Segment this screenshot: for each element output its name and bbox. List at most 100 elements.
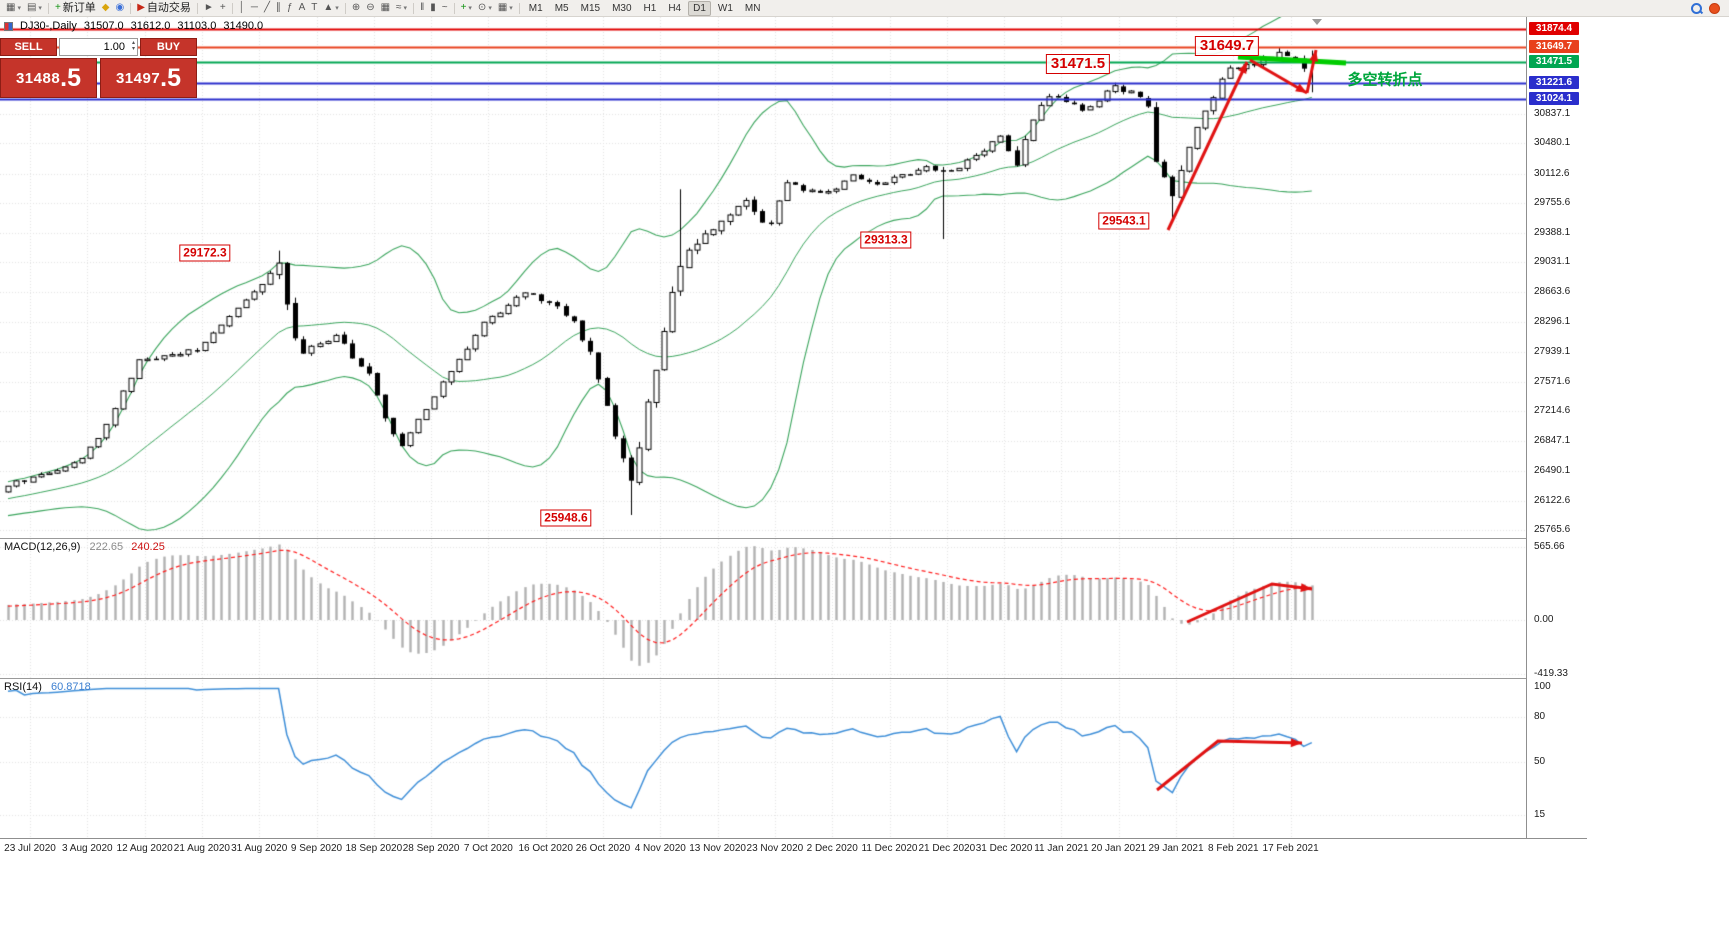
sell-button[interactable]: SELL [0,38,57,56]
date-axis-label: 26 Oct 2020 [575,843,631,854]
text-icon[interactable]: A [296,1,309,16]
date-axis-label: 2 Dec 2020 [806,843,858,854]
price-axis[interactable]: 30837.1 30480.1 30112.6 29755.6 29388.1 29031… [1526,17,1587,838]
price-chart[interactable] [0,17,1526,838]
new-chart-icon[interactable]: ▦ ▾ [3,1,24,16]
dropdown-arrow-icon: ▾ [335,4,339,12]
metaeditor-icon: ◆ [101,2,110,13]
tile-windows-icon[interactable]: ▦ [378,1,393,16]
rsi-name: RSI(14) [4,681,42,693]
buy-price[interactable]: 31497 .5 [100,58,197,98]
autotrading-button[interactable]: ▶ 自动交易 [134,1,194,16]
timeframe-h4[interactable]: H4 [668,2,682,14]
date-axis-label: 31 Dec 2020 [975,843,1033,854]
price-axis-label: 28663.6 [1534,286,1571,298]
toolbar-separator [231,2,233,14]
candlestick-chart-icon: ▮ [430,2,436,13]
vertical-line-icon[interactable]: │ [236,1,248,16]
sell-price-pips: .5 [60,63,82,92]
price-axis-label: 26847.1 [1534,435,1571,447]
spinner-up-icon[interactable]: ▴ [131,40,135,46]
zoom-out-icon[interactable]: ⊖ [363,1,377,16]
zoom-in-icon[interactable]: ⊕ [349,1,363,16]
date-axis-label: 11 Dec 2020 [861,843,918,854]
sell-price-main: 31488 [15,69,61,87]
horizontal-line-icon[interactable]: ─ [248,1,261,16]
rsi-value: 60.8718 [50,681,91,693]
spinner-down-icon[interactable]: ▾ [131,46,135,52]
add-template-icon[interactable]: + ▾ [458,1,475,16]
toolbar-separator [518,2,520,14]
timeframe-m5[interactable]: M5 [554,2,569,14]
timeframe-h1[interactable]: H1 [643,2,657,14]
bar-chart-icon[interactable]: ‖ [417,1,427,16]
period-icon[interactable]: ⊙ ▾ [475,1,495,16]
sell-price[interactable]: 31488 .5 [0,58,97,98]
annotation-label[interactable]: 29313.3 [860,231,912,249]
rsi-panel-separator[interactable] [0,678,1587,679]
line-chart-icon[interactable]: ~ [439,1,451,16]
arrows-tool-icon[interactable]: ▲ ▾ [320,1,341,16]
price-level-tag: 31471.5 [1529,55,1579,69]
macd-axis-label: 0.00 [1534,614,1554,625]
crosshair-icon[interactable]: + [217,1,229,16]
equidistant-channel-icon[interactable]: ∥ [273,1,284,16]
price-axis-label: 27571.6 [1534,375,1571,387]
price-axis-label: 30480.1 [1534,137,1571,149]
trendline-icon[interactable]: ╱ [261,1,273,16]
annotation-label[interactable]: 31649.7 [1194,36,1260,56]
volume-value: 1.00 [103,41,125,53]
date-axis-label: 12 Aug 2020 [116,843,173,854]
price-level-tag: 31024.1 [1529,91,1579,105]
date-axis-label: 4 Nov 2020 [634,843,686,854]
fibonacci-icon[interactable]: ƒ [284,1,296,16]
new-order-button[interactable]: + 新订单 [52,1,99,16]
volume-spinner[interactable]: ▴ ▾ [132,40,135,52]
chart-shift-marker[interactable] [1312,19,1322,25]
buy-button[interactable]: BUY [140,38,197,56]
grid-icon[interactable]: ▦ ▾ [495,1,516,16]
candlestick-chart-icon[interactable]: ▮ [427,1,439,16]
equidistant-channel-icon: ∥ [276,2,282,13]
timeframe-d1[interactable]: D1 [688,0,711,16]
annotation-label[interactable]: 多空转折点 [1347,71,1423,89]
chart-symbol-icon [4,21,13,31]
cursor-icon[interactable]: ► [201,1,217,16]
macd-panel-separator[interactable] [0,538,1587,539]
dropdown-arrow-icon: ▾ [38,4,42,12]
horizontal-line-icon: ─ [250,2,259,13]
arrows-tool-icon: ▲ [323,2,334,13]
price-axis-label: 27939.1 [1534,345,1571,357]
buy-price-main: 31497 [115,69,161,87]
annotation-label[interactable]: 31471.5 [1045,54,1111,74]
metaeditor-icon[interactable]: ◆ [99,1,113,16]
macd-axis-label: 565.66 [1534,541,1565,553]
timeframe-m1[interactable]: M1 [528,2,543,14]
toolbar-separator [453,2,455,14]
indicators-icon[interactable]: ≈ ▾ [393,1,410,16]
tile-windows-icon: ▦ [380,2,391,13]
period-icon: ⊙ [477,2,487,13]
price-axis-label: 27214.6 [1534,405,1571,417]
strategy-tester-icon[interactable]: ◉ [112,1,127,16]
annotation-label[interactable]: 25948.6 [540,509,592,527]
price-axis-label: 26490.1 [1534,464,1571,476]
new-order-button-label: 新订单 [62,1,96,14]
search-icon[interactable] [1690,2,1703,15]
timeframe-w1[interactable]: W1 [717,2,733,14]
ohlc-open: 31507.0 [83,20,124,32]
annotation-label[interactable]: 29543.1 [1098,212,1150,230]
macd-header: MACD(12,26,9) 222.65 240.25 [4,541,165,553]
annotation-label[interactable]: 29172.3 [179,244,231,262]
date-axis[interactable]: 23 Jul 2020 3 Aug 2020 12 Aug 2020 21 Aug 2… [0,838,1587,856]
price-axis-label: 29031.1 [1534,256,1571,268]
timeframe-mn[interactable]: MN [744,2,761,14]
price-level-tag: 31874.4 [1529,22,1579,36]
profiles-icon[interactable]: ▤ ▾ [24,1,45,16]
volume-input[interactable]: 1.00 ▴ ▾ [59,38,138,56]
ohlc-close: 31490.0 [223,20,264,32]
timeframe-m15[interactable]: M15 [580,2,601,14]
timeframe-m30[interactable]: M30 [612,2,632,14]
community-icon[interactable] [1709,2,1720,14]
text-label-icon[interactable]: T [308,1,320,16]
